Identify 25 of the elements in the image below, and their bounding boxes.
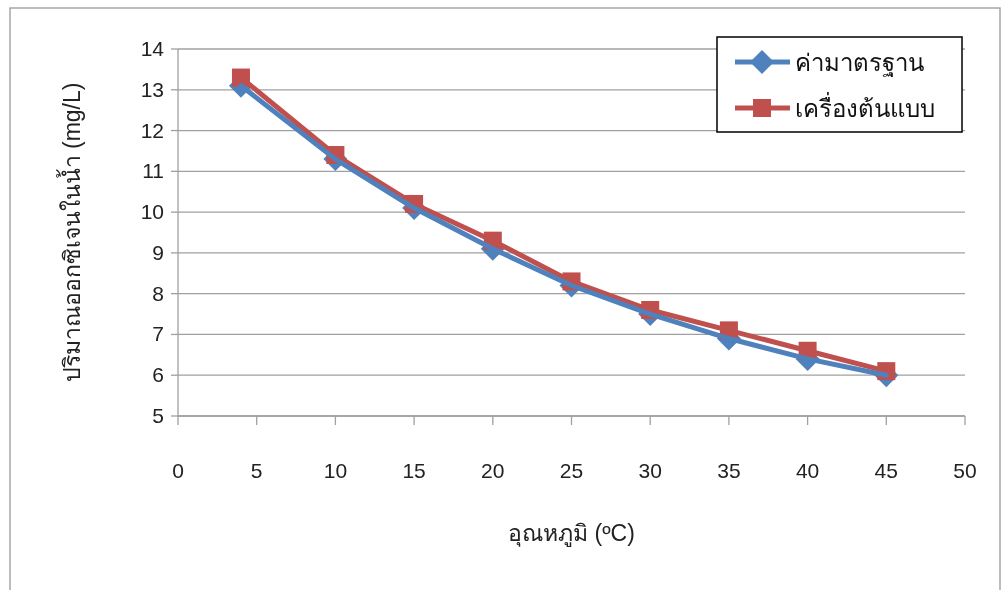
y-axis-title: ปริมาณออกซิเจนในน้ำ (mg/L): [56, 82, 85, 383]
y-tick-label: 10: [140, 200, 164, 224]
x-tick-label: 10: [323, 459, 348, 482]
y-tick-label: 13: [140, 77, 164, 101]
y-tick-label: 12: [140, 118, 164, 142]
x-tick-label: 50: [953, 459, 977, 482]
y-tick-label: 8: [152, 281, 164, 305]
x-tick-label: 40: [795, 459, 820, 482]
y-tick-label: 14: [140, 37, 165, 60]
x-axis-title: อุณหภูมิ (ºC): [508, 520, 635, 547]
y-tick-label: 9: [152, 240, 164, 264]
x-tick-label: 0: [172, 459, 184, 482]
y-tick-label: 7: [152, 322, 164, 346]
legend-label: เครื่องต้นแบบ: [795, 92, 935, 122]
x-tick-label: 45: [874, 459, 898, 482]
y-tick-label: 11: [142, 159, 164, 183]
x-tick-label: 20: [481, 459, 505, 482]
legend-label: ค่ามาตรฐาน: [795, 49, 924, 77]
x-tick-label: 15: [402, 459, 426, 482]
x-tick-label: 5: [250, 459, 263, 482]
x-tick-label: 25: [559, 459, 584, 482]
x-tick-label: 35: [717, 459, 741, 482]
y-tick-label: 6: [152, 363, 164, 387]
x-tick-label: 30: [638, 459, 662, 482]
y-tick-label: 5: [152, 404, 164, 427]
